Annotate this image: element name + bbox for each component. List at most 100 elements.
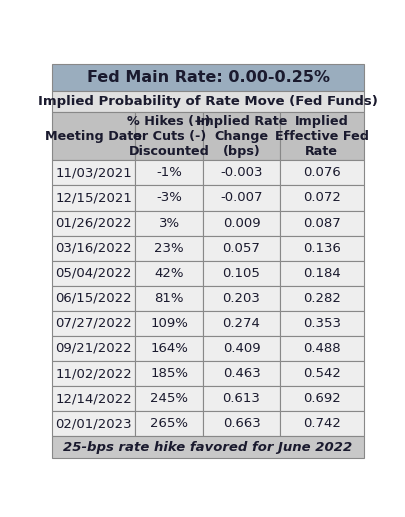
Text: Fed Main Rate: 0.00-0.25%: Fed Main Rate: 0.00-0.25% [86,70,329,85]
Text: 0.136: 0.136 [302,241,340,255]
Text: 0.009: 0.009 [222,217,260,230]
Text: 3%: 3% [158,217,179,230]
Text: 0.072: 0.072 [302,191,340,205]
Bar [203,286,279,311]
Text: 0.353: 0.353 [302,317,340,330]
Text: 0.105: 0.105 [222,267,260,280]
Bar [203,160,279,186]
Bar [279,361,363,386]
Text: 09/21/2022: 09/21/2022 [55,342,132,355]
Bar [203,311,279,336]
Text: 0.663: 0.663 [222,417,260,430]
Bar [52,311,134,336]
Text: 0.087: 0.087 [302,217,340,230]
Bar [134,386,203,411]
Bar [134,236,203,261]
Text: 0.057: 0.057 [222,241,260,255]
Text: 0.282: 0.282 [302,292,340,305]
Bar [52,411,134,436]
Bar [52,112,134,160]
Bar [52,210,134,236]
Bar [203,386,279,411]
Text: 12/15/2021: 12/15/2021 [55,191,132,205]
Bar [203,236,279,261]
Bar [203,112,279,160]
Bar [52,361,134,386]
Text: -0.003: -0.003 [220,166,262,179]
Bar [52,436,363,458]
Bar [52,64,363,91]
Bar [52,261,134,286]
Text: Implied Rate
Change
(bps): Implied Rate Change (bps) [195,115,287,158]
Bar [134,411,203,436]
Bar [279,286,363,311]
Bar [279,186,363,210]
Text: 0.542: 0.542 [302,367,340,380]
Text: -3%: -3% [156,191,181,205]
Bar [203,210,279,236]
Text: -1%: -1% [156,166,181,179]
Bar [279,236,363,261]
Bar [279,336,363,361]
Text: 0.184: 0.184 [302,267,340,280]
Text: 23%: 23% [154,241,183,255]
Text: 42%: 42% [154,267,183,280]
Text: Implied
Effective Fed
Rate: Implied Effective Fed Rate [274,115,368,158]
Bar [52,91,363,112]
Text: 0.274: 0.274 [222,317,260,330]
Bar [134,261,203,286]
Text: 0.613: 0.613 [222,392,260,405]
Text: 11/02/2022: 11/02/2022 [55,367,132,380]
Text: 05/04/2022: 05/04/2022 [55,267,132,280]
Bar [134,160,203,186]
Text: 06/15/2022: 06/15/2022 [55,292,132,305]
Bar [134,311,203,336]
Text: 0.409: 0.409 [222,342,260,355]
Bar [279,386,363,411]
Bar [52,236,134,261]
Text: 12/14/2022: 12/14/2022 [55,392,132,405]
Bar [279,261,363,286]
Bar [203,261,279,286]
Bar [52,336,134,361]
Text: 01/26/2022: 01/26/2022 [55,217,132,230]
Text: 109%: 109% [150,317,188,330]
Text: 25-bps rate hike favored for June 2022: 25-bps rate hike favored for June 2022 [63,440,352,454]
Bar [52,386,134,411]
Text: 02/01/2023: 02/01/2023 [55,417,132,430]
Text: 81%: 81% [154,292,183,305]
Bar [279,210,363,236]
Text: 0.203: 0.203 [222,292,260,305]
Text: 164%: 164% [150,342,188,355]
Bar [134,112,203,160]
Bar [203,186,279,210]
Text: 0.742: 0.742 [302,417,340,430]
Text: Meeting Date: Meeting Date [45,130,142,143]
Bar [134,361,203,386]
Bar [134,336,203,361]
Text: 07/27/2022: 07/27/2022 [55,317,132,330]
Text: 0.463: 0.463 [222,367,260,380]
Text: 03/16/2022: 03/16/2022 [55,241,132,255]
Bar [279,160,363,186]
Text: % Hikes (+)
or Cuts (-)
Discounted: % Hikes (+) or Cuts (-) Discounted [127,115,211,158]
Bar [134,210,203,236]
Bar [203,411,279,436]
Bar [279,311,363,336]
Bar [52,186,134,210]
Text: 0.076: 0.076 [302,166,340,179]
Text: Implied Probability of Rate Move (Fed Funds): Implied Probability of Rate Move (Fed Fu… [38,95,377,108]
Bar [134,286,203,311]
Bar [279,112,363,160]
Bar [279,411,363,436]
Text: 245%: 245% [150,392,188,405]
Text: 11/03/2021: 11/03/2021 [55,166,132,179]
Text: 265%: 265% [150,417,188,430]
Text: -0.007: -0.007 [220,191,262,205]
Bar [52,286,134,311]
Bar [203,336,279,361]
Bar [203,361,279,386]
Text: 0.692: 0.692 [302,392,340,405]
Text: 0.488: 0.488 [302,342,340,355]
Bar [134,186,203,210]
